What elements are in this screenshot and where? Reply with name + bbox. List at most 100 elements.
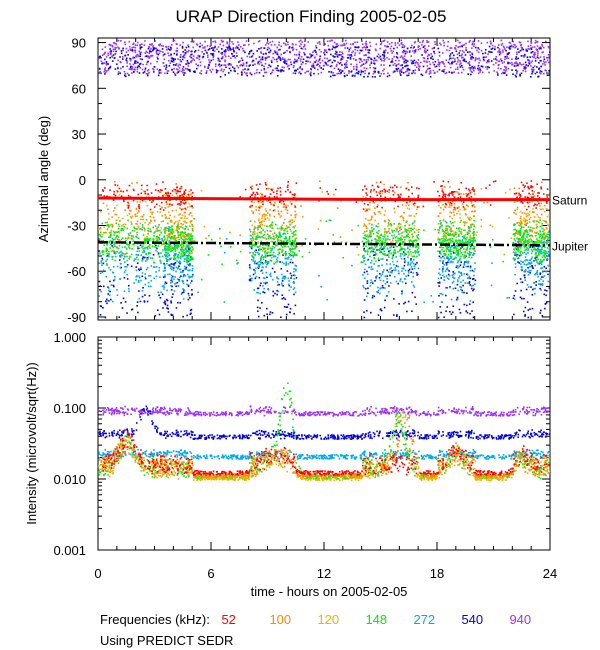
scatter-point: [456, 61, 459, 63]
scatter-point: [155, 52, 158, 54]
scatter-point: [298, 72, 300, 74]
scatter-point: [465, 261, 468, 264]
scatter-point: [437, 238, 440, 241]
scatter-point: [449, 246, 452, 249]
scatter-point: [138, 275, 140, 277]
scatter-point: [228, 44, 231, 46]
scatter-point: [400, 293, 403, 295]
scatter-point: [459, 60, 461, 62]
scatter-point: [286, 63, 288, 66]
scatter-point: [442, 39, 445, 42]
scatter-point: [270, 223, 273, 226]
scatter-point: [159, 68, 161, 71]
scatter-point: [286, 232, 289, 235]
scatter-point: [136, 53, 138, 56]
scatter-point: [105, 71, 107, 74]
scatter-point: [387, 238, 389, 240]
scatter-point: [369, 230, 371, 232]
scatter-point: [471, 52, 473, 55]
scatter-point: [517, 64, 519, 67]
scatter-point: [212, 46, 214, 49]
scatter-point: [375, 241, 377, 243]
scatter-point: [168, 254, 171, 256]
scatter-point: [509, 45, 512, 48]
scatter-point: [152, 253, 155, 256]
scatter-point: [441, 70, 443, 72]
scatter-point: [334, 55, 336, 58]
scatter-point: [252, 237, 254, 240]
scatter-point: [316, 42, 319, 44]
scatter-point: [473, 270, 475, 273]
scatter-point: [102, 251, 105, 253]
scatter-point: [407, 251, 410, 254]
scatter-point: [185, 63, 187, 65]
scatter-point: [191, 238, 193, 240]
scatter-point: [383, 59, 385, 62]
scatter-point: [524, 313, 526, 316]
scatter-point: [173, 245, 176, 248]
scatter-point: [461, 239, 464, 241]
scatter-point: [374, 48, 377, 51]
scatter-point: [404, 253, 406, 256]
scatter-point: [519, 296, 522, 299]
scatter-point: [383, 56, 385, 59]
scatter-point: [404, 224, 406, 227]
scatter-point: [262, 262, 264, 265]
scatter-point: [456, 298, 459, 301]
top-y-axis-label: Azimuthal angle (deg): [36, 116, 51, 242]
scatter-point: [491, 47, 494, 50]
scatter-point: [376, 231, 378, 234]
scatter-point: [373, 257, 376, 260]
scatter-point: [166, 234, 168, 237]
scatter-point: [212, 48, 215, 51]
scatter-point: [460, 64, 463, 67]
scatter-point: [258, 266, 260, 268]
scatter-point: [150, 279, 153, 282]
scatter-point: [463, 58, 466, 61]
scatter-point: [188, 276, 191, 279]
scatter-point: [214, 63, 217, 65]
scatter-point: [232, 55, 234, 58]
scatter-point: [256, 261, 259, 264]
scatter-point: [457, 279, 459, 281]
scatter-point: [433, 50, 435, 53]
scatter-point: [137, 311, 139, 314]
scatter-point: [185, 238, 187, 240]
scatter-point: [472, 234, 475, 237]
scatter-point: [207, 65, 210, 68]
scatter-point: [440, 277, 443, 279]
scatter-point: [394, 42, 396, 44]
scatter-point: [112, 50, 115, 53]
scatter-point: [501, 49, 504, 51]
scatter-point: [328, 70, 330, 73]
scatter-point: [105, 260, 107, 262]
scatter-point: [217, 64, 220, 67]
scatter-point: [132, 57, 134, 59]
scatter-point: [526, 222, 529, 224]
scatter-point: [257, 236, 260, 238]
scatter-point: [463, 241, 466, 244]
scatter-point: [293, 282, 295, 285]
scatter-point: [394, 62, 396, 65]
scatter-point: [385, 238, 387, 240]
scatter-point: [383, 68, 385, 70]
scatter-point: [514, 44, 516, 46]
scatter-point: [445, 248, 448, 250]
scatter-point: [188, 239, 191, 241]
scatter-point: [283, 52, 285, 54]
scatter-point: [460, 281, 462, 283]
scatter-point: [144, 52, 147, 54]
scatter-point: [264, 57, 267, 59]
scatter-point: [139, 63, 141, 66]
scatter-point: [176, 247, 179, 250]
scatter-point: [505, 67, 507, 69]
scatter-point: [262, 75, 265, 77]
scatter-point: [274, 243, 277, 246]
scatter-point: [127, 233, 130, 235]
scatter-point: [547, 233, 550, 236]
scatter-point: [131, 68, 133, 71]
scatter-point: [180, 236, 182, 238]
top-y-ticks: [98, 42, 550, 318]
scatter-point: [383, 250, 386, 252]
scatter-point: [393, 275, 396, 278]
